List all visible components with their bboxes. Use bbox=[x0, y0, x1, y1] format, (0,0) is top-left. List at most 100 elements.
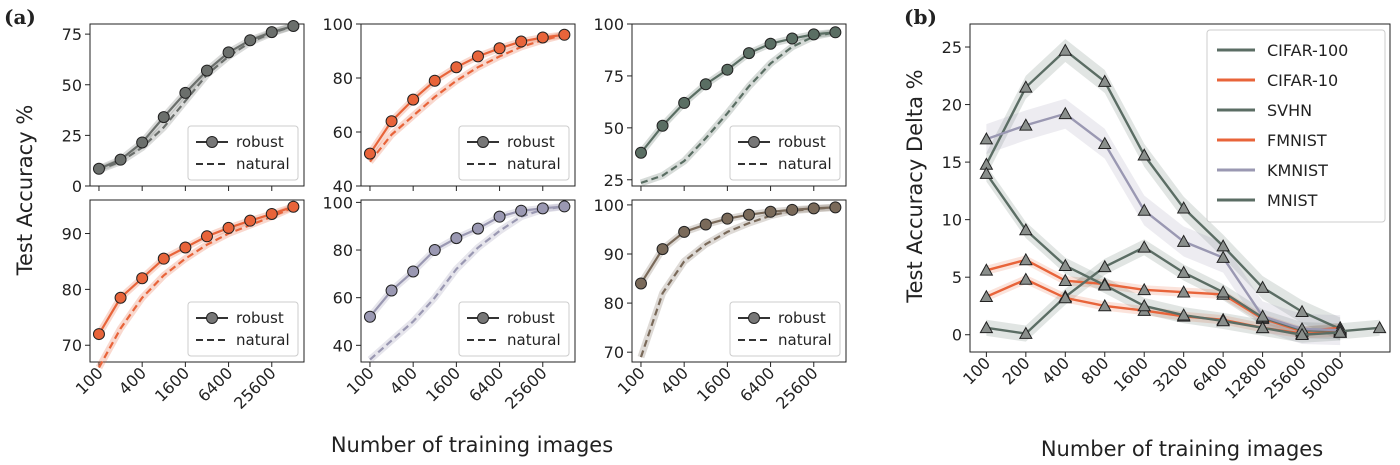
legend-robust-label: robust bbox=[236, 309, 284, 327]
natural-line bbox=[640, 31, 836, 184]
robust-point bbox=[721, 63, 734, 76]
legend-robust-label: robust bbox=[507, 309, 555, 327]
natural-line bbox=[98, 206, 294, 369]
series-point bbox=[979, 320, 994, 334]
series-point bbox=[1018, 272, 1033, 285]
panel-a-y-axis-label: Test Accuracy % bbox=[13, 105, 37, 277]
robust-point bbox=[558, 200, 571, 213]
robust-point bbox=[471, 222, 484, 235]
series-line bbox=[985, 112, 1341, 332]
robust-point bbox=[244, 34, 257, 47]
robust-point bbox=[287, 200, 300, 213]
subplot-0-1: 40 60 80 100 robust natural bbox=[322, 15, 576, 196]
legend-natural-label: natural bbox=[236, 155, 290, 173]
robust-point bbox=[114, 153, 127, 166]
series-point bbox=[1097, 298, 1112, 312]
series-line bbox=[985, 172, 1341, 336]
series-point bbox=[1058, 290, 1073, 304]
legend-robust-label: robust bbox=[778, 133, 826, 151]
series-point bbox=[1176, 234, 1191, 247]
y-tick-label: 25 bbox=[62, 126, 82, 145]
robust-point bbox=[363, 310, 376, 323]
series-point bbox=[1216, 250, 1230, 263]
series-point bbox=[1058, 258, 1073, 271]
robust-point bbox=[114, 291, 127, 304]
x-tick-label: 400 bbox=[115, 363, 150, 398]
robust-point bbox=[244, 214, 257, 227]
subplot-frame bbox=[89, 199, 305, 363]
robust-point bbox=[200, 230, 213, 243]
y-tick-label: 40 bbox=[333, 177, 353, 196]
robust-point bbox=[634, 146, 647, 159]
series-point bbox=[1137, 298, 1152, 312]
robust-point bbox=[829, 26, 842, 39]
robust-point bbox=[265, 26, 278, 39]
robust-point bbox=[634, 277, 647, 290]
x-tick-label: 200 bbox=[999, 353, 1034, 388]
y-tick-label: 90 bbox=[604, 245, 624, 264]
panel-b-x-axis-label: Number of training images bbox=[1041, 437, 1323, 461]
y-tick-label: 60 bbox=[333, 123, 353, 142]
subplot-frame bbox=[631, 23, 847, 187]
series-band bbox=[986, 255, 1341, 336]
series-band bbox=[986, 38, 1341, 341]
legend: robust natural bbox=[458, 125, 570, 181]
robust-point bbox=[179, 86, 192, 99]
robust-line bbox=[369, 33, 565, 155]
y-tick-label: 25 bbox=[942, 38, 962, 57]
legend-label: CIFAR-100 bbox=[1267, 41, 1348, 60]
legend-natural-label: natural bbox=[507, 331, 561, 349]
x-tick-label: 400 bbox=[657, 363, 692, 398]
robust-point bbox=[450, 232, 463, 245]
x-tick-label: 400 bbox=[1038, 353, 1073, 388]
robust-line bbox=[98, 205, 294, 335]
series-point bbox=[1018, 326, 1033, 339]
robust-point bbox=[786, 203, 799, 216]
legend-natural-label: natural bbox=[778, 155, 832, 173]
y-tick-label: 80 bbox=[62, 280, 82, 299]
x-tick-label: 1600 bbox=[693, 363, 735, 405]
subplot-frame bbox=[360, 23, 576, 187]
legend-robust-marker bbox=[206, 312, 218, 324]
y-tick-label: 10 bbox=[942, 211, 962, 230]
natural-line bbox=[369, 33, 565, 163]
series-point bbox=[1058, 43, 1073, 56]
robust-point bbox=[721, 212, 734, 225]
robust-point bbox=[786, 32, 799, 45]
series-point bbox=[1137, 282, 1152, 296]
y-tick-label: 75 bbox=[62, 25, 82, 44]
x-tick-label: 1600 bbox=[1110, 353, 1152, 395]
robust-point bbox=[764, 37, 777, 50]
legend-box bbox=[1206, 29, 1386, 223]
robust-point bbox=[678, 96, 691, 109]
y-tick-label: 5 bbox=[952, 268, 962, 287]
robust-point bbox=[656, 243, 669, 256]
x-tick-label: 400 bbox=[386, 363, 421, 398]
y-tick-label: 0 bbox=[952, 326, 962, 345]
y-tick-label: 60 bbox=[333, 289, 353, 308]
x-tick-label: 100 bbox=[959, 353, 994, 388]
series-point bbox=[979, 132, 994, 145]
series-point bbox=[1097, 74, 1112, 87]
legend-label: KMNIST bbox=[1267, 161, 1328, 180]
robust-point bbox=[558, 28, 571, 41]
robust-point bbox=[363, 147, 376, 160]
x-tick-label: 1600 bbox=[422, 363, 464, 405]
robust-point bbox=[764, 205, 777, 218]
series-point bbox=[1372, 320, 1387, 334]
robust-point bbox=[450, 61, 463, 74]
series-band bbox=[986, 274, 1341, 339]
robust-point bbox=[699, 78, 712, 91]
legend-robust-marker bbox=[477, 312, 489, 324]
robust-point bbox=[742, 47, 755, 60]
robust-point bbox=[678, 225, 691, 238]
y-tick-label: 70 bbox=[62, 336, 82, 355]
series-point bbox=[1137, 240, 1152, 253]
y-tick-label: 100 bbox=[322, 193, 353, 212]
y-tick-label: 40 bbox=[333, 336, 353, 355]
series-point bbox=[1295, 304, 1309, 318]
